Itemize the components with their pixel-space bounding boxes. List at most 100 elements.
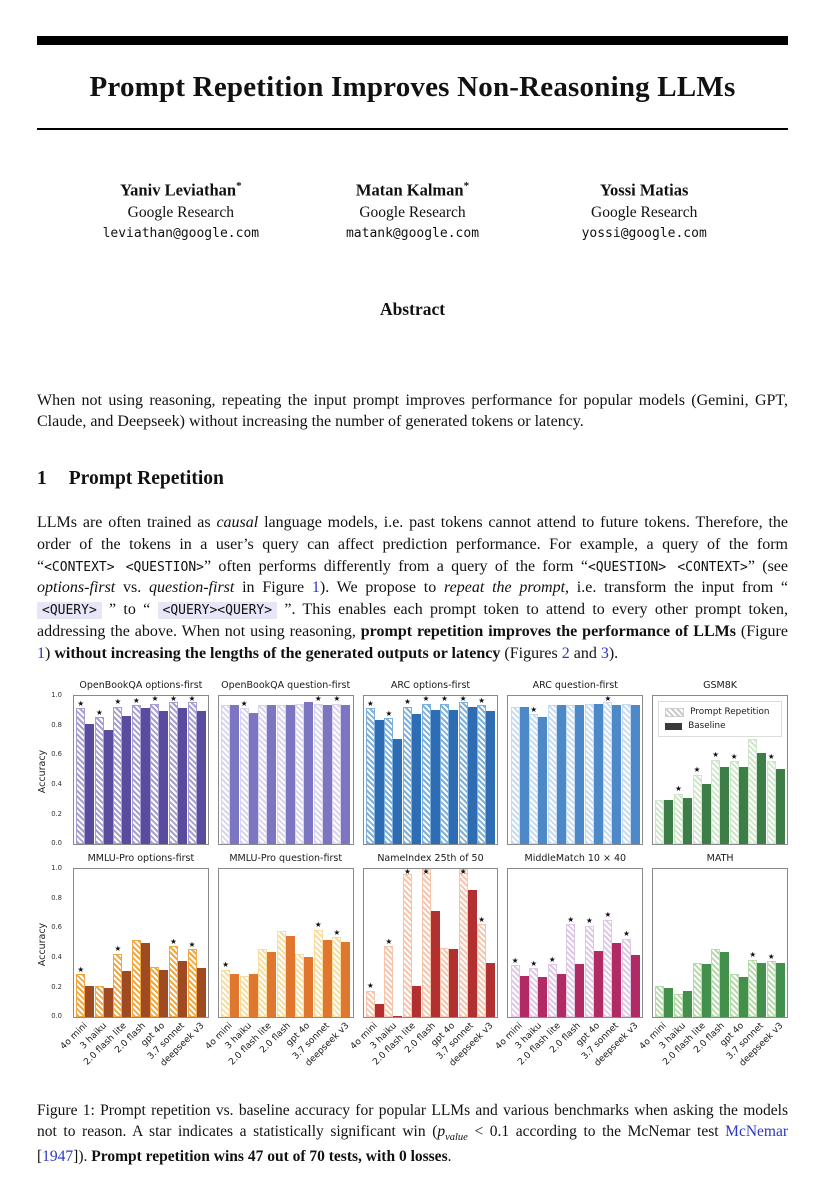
significance-star: ★: [404, 697, 411, 707]
section-title: Prompt Repetition: [68, 468, 224, 490]
bar-baseline: [430, 709, 440, 845]
ref-link[interactable]: 1947: [42, 1147, 74, 1165]
bar-prompt-repetition: [384, 946, 394, 1018]
bar-group: ★: [221, 869, 240, 1018]
bar-group: ★: [674, 696, 693, 845]
significance-star: ★: [240, 698, 248, 708]
bar-group: ★: [440, 695, 459, 845]
bar-prompt-repetition: [94, 717, 104, 845]
bar-prompt-repetition: [150, 703, 160, 845]
y-tick-label: 0.0: [51, 839, 62, 848]
bar-baseline: [304, 956, 314, 1018]
text-segment: repeat the prompt: [444, 579, 566, 597]
author-block: Yaniv Leviathan* Google Research leviath…: [37, 180, 788, 241]
bar-group: ★: [384, 869, 403, 1018]
bar-baseline: [267, 705, 277, 845]
bars-row: ★ ★ ★ ★ ★ ★: [364, 868, 498, 1018]
text-segment: and: [569, 644, 601, 662]
author-email[interactable]: matank@google.com: [345, 225, 480, 241]
ref-link[interactable]: 3: [600, 644, 609, 662]
plot-area: ★ ★: [507, 693, 644, 846]
bar-baseline: [467, 890, 477, 1018]
text-segment: [: [37, 1147, 43, 1165]
significance-star: ★: [170, 936, 177, 946]
bar-baseline: [393, 739, 403, 845]
significance-star: ★: [511, 955, 519, 965]
bar-group: ★: [402, 696, 422, 845]
ref-link[interactable]: 2: [561, 644, 570, 662]
bar-baseline: [285, 935, 295, 1018]
bar-prompt-repetition: [748, 739, 758, 845]
bar-prompt-repetition: [221, 969, 231, 1018]
bar-prompt-repetition: [547, 964, 557, 1018]
bar-group: [655, 869, 674, 1018]
bar-baseline: [178, 708, 187, 845]
author-email[interactable]: leviathan@google.com: [102, 225, 260, 241]
bar-prompt-repetition: [113, 706, 123, 845]
x-tick-cell: deepseek v3: [738, 1018, 788, 1082]
significance-star: ★: [623, 929, 630, 939]
text-segment: <QUESTION> <CONTEXT>: [587, 559, 748, 575]
plot-area: ★ ★ ★ ★ ★ ★: [362, 868, 499, 1019]
bar-prompt-repetition: [692, 774, 702, 845]
x-axis-labels: 4o mini 3 haiku 2.0 flash lite 2.0 flash gpt…: [349, 1018, 499, 1082]
subplot: NameIndex 25th of 50 ★ ★ ★ ★ ★ ★ 4o mini 3 haiku…: [349, 853, 499, 1082]
text-segment: ”. This enables each prompt token to att…: [37, 601, 788, 640]
bar-prompt-repetition: [131, 705, 141, 845]
bar-prompt-repetition: [313, 703, 323, 845]
significance-star: ★: [675, 784, 682, 794]
ref-link[interactable]: McNemar: [725, 1123, 788, 1141]
subplot-title: OpenBookQA options-first: [79, 680, 203, 692]
bar-baseline: [103, 730, 113, 845]
text-segment: < 0.1 according to the McNemar test: [467, 1123, 726, 1141]
bar-group: [258, 869, 277, 1018]
bars-row: ★ ★ ★ ★ ★ ★ ★: [74, 695, 208, 845]
x-axis-labels: 4o mini 3 haiku 2.0 flash lite 2.0 flash gpt…: [204, 1018, 354, 1082]
text-segment: <QUERY><QUERY>: [157, 602, 278, 620]
bar-prompt-repetition: [748, 959, 758, 1018]
bar-group: ★: [131, 696, 151, 845]
bar-group: [258, 696, 277, 845]
bar-prompt-repetition: [402, 873, 412, 1018]
ref-link[interactable]: 1: [311, 579, 320, 597]
text-segment: question-first: [149, 579, 235, 597]
bar-group: [276, 869, 295, 1018]
bar-prompt-repetition: [711, 759, 721, 845]
bar-group: ★: [510, 869, 529, 1018]
text-segment: <QUERY>: [37, 602, 102, 620]
significance-star: ★: [459, 693, 467, 703]
subplot: OpenBookQA options-first ★ ★ ★ ★ ★ ★ ★: [73, 680, 209, 846]
ref-link[interactable]: 1: [37, 644, 45, 662]
bar-baseline: [374, 719, 384, 845]
author-name: Yossi Matias: [528, 180, 760, 201]
plot-area: ★ ★ ★: [217, 868, 354, 1019]
section-heading: 1 Prompt Repetition: [37, 468, 788, 490]
bar-group: ★: [729, 696, 748, 845]
significance-star: ★: [604, 693, 612, 703]
bar-prompt-repetition: [276, 705, 286, 845]
bar-group: ★: [529, 696, 548, 845]
significance-star: ★: [385, 708, 393, 718]
text-segment: causal: [216, 514, 259, 532]
bar-baseline: [593, 950, 603, 1018]
text-segment: ]).: [73, 1147, 92, 1165]
bar-prompt-repetition: [276, 931, 286, 1018]
bar-baseline: [664, 987, 674, 1018]
bar-prompt-repetition: [729, 761, 739, 845]
bar-group: ★: [529, 869, 548, 1018]
bar-prompt-repetition: [440, 947, 450, 1018]
bar-group: ★: [621, 869, 641, 1018]
significance-star: ★: [77, 698, 85, 708]
bar-prompt-repetition: [295, 703, 305, 845]
y-tick-label: 0.6: [51, 923, 62, 932]
bar-prompt-repetition: [477, 705, 487, 845]
subplot-title: NameIndex 25th of 50: [377, 853, 484, 865]
text-segment: .: [447, 1147, 452, 1165]
bar-baseline: [411, 986, 421, 1018]
bar-baseline: [486, 711, 496, 845]
bar-baseline: [556, 705, 566, 845]
author-email[interactable]: yossi@google.com: [581, 225, 707, 241]
legend-swatch-solid: [665, 722, 683, 730]
bar-prompt-repetition: [221, 705, 231, 845]
bar-prompt-repetition: [766, 961, 776, 1018]
